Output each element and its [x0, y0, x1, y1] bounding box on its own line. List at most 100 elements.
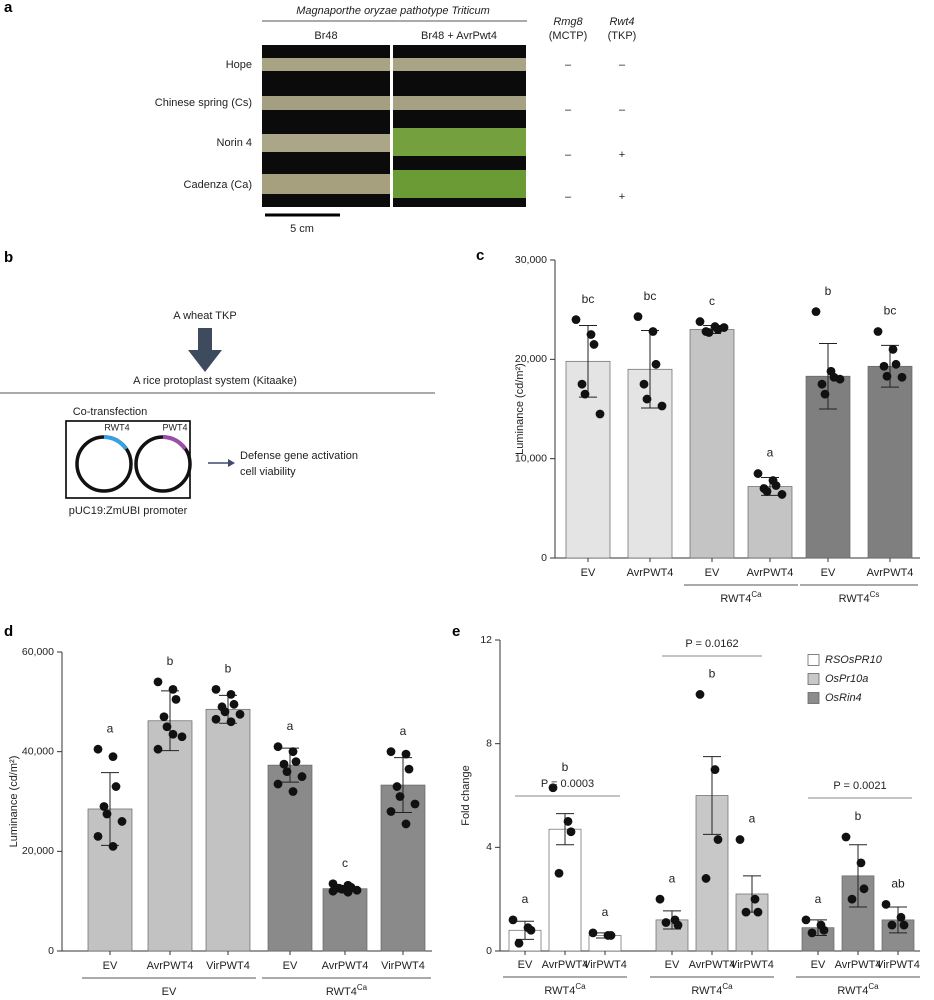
bar: [267, 764, 313, 952]
data-point: [847, 894, 857, 904]
significance-letter: a: [669, 871, 676, 885]
significance-letter: ab: [891, 877, 905, 891]
group-name: RWT4: [837, 985, 868, 997]
data-point: [586, 330, 596, 339]
x-tick-label: AvrPWT4: [542, 959, 589, 971]
leaf-images: [262, 45, 526, 207]
significance-letter: b: [562, 760, 569, 774]
group-name: RWT4: [839, 593, 870, 605]
row-label: Norin 4: [217, 137, 252, 149]
significance-letter: c: [709, 294, 715, 308]
significance-letter: b: [855, 809, 862, 823]
panel-label: c: [476, 247, 484, 264]
data-point: [817, 379, 827, 389]
data-point: [554, 868, 564, 878]
significance-letter: bc: [582, 292, 595, 306]
data-point: [93, 744, 103, 754]
data-point: [741, 907, 751, 917]
data-point: [710, 765, 720, 774]
data-point: [410, 799, 420, 809]
x-tick-label: AvrPWT4: [322, 960, 369, 972]
data-point: [695, 690, 705, 699]
data-point: [297, 772, 307, 781]
x-tick-label: AvrPWT4: [747, 567, 794, 579]
legend-label: RSOsPR10: [825, 654, 883, 666]
significance-letter: a: [400, 724, 407, 738]
legend-label: OsRin4: [825, 692, 862, 704]
bar: [689, 329, 735, 559]
legend-swatch: [807, 673, 820, 685]
data-point: [211, 684, 221, 694]
data-point: [343, 887, 353, 897]
x-tick-label: AvrPWT4: [689, 959, 736, 971]
x-tick-label: EV: [103, 960, 118, 972]
leaf: [393, 128, 526, 156]
data-point: [835, 374, 845, 384]
legend-label: OsPr10a: [825, 673, 868, 685]
bar: [548, 828, 582, 952]
data-point: [211, 714, 221, 724]
significance-letter: a: [767, 446, 774, 460]
data-point: [282, 767, 292, 776]
data-point: [657, 401, 667, 411]
x-tick-label: EV: [283, 960, 298, 972]
data-point: [819, 925, 829, 935]
x-tick-label: EV: [665, 959, 680, 971]
significance-letter: b: [709, 667, 716, 681]
mark: –: [565, 191, 572, 203]
panel-label: a: [4, 0, 13, 16]
p-value: P = 0.0021: [833, 780, 886, 792]
data-point: [580, 389, 590, 399]
data-point: [753, 907, 763, 917]
down-arrow: [188, 328, 222, 372]
y-axis-label: Fold change: [460, 765, 472, 826]
data-point: [220, 707, 230, 717]
gene-source: (MCTP): [549, 30, 588, 42]
header: Magnaporthe oryzae pathotype Triticum: [296, 5, 490, 17]
data-point: [606, 931, 616, 940]
data-point: [352, 885, 362, 895]
mark: –: [619, 59, 626, 71]
mark: +: [619, 149, 625, 161]
data-point: [589, 340, 599, 349]
gene-label: Rmg8: [553, 16, 583, 28]
data-point: [873, 327, 883, 336]
column-label: Br48 + AvrPwt4: [421, 30, 497, 42]
y-tick-label: 20,000: [22, 845, 54, 857]
group-label: RWT4Ca: [837, 982, 879, 997]
x-tick-label: VirPWT4: [583, 959, 627, 971]
mark: –: [619, 104, 626, 116]
plasmid-label: RWT4: [104, 422, 129, 432]
mark: +: [619, 191, 625, 203]
data-point: [111, 782, 121, 791]
x-tick-label: AvrPWT4: [867, 567, 914, 579]
group-name: EV: [162, 986, 177, 998]
data-point: [117, 817, 127, 826]
data-point: [642, 394, 652, 404]
data-point: [801, 915, 811, 925]
data-point: [273, 742, 283, 752]
legend-swatch: [807, 692, 820, 704]
data-point: [328, 886, 338, 896]
data-point: [639, 379, 649, 389]
y-tick-label: 20,000: [515, 353, 547, 365]
plasmid-label: PWT4: [162, 422, 187, 432]
data-point: [897, 372, 907, 382]
data-point: [750, 894, 760, 904]
data-point: [661, 918, 671, 927]
bar: [867, 365, 913, 559]
system-label: A rice protoplast system (Kitaake): [133, 375, 297, 387]
data-point: [881, 899, 891, 909]
x-tick-label: AvrPWT4: [627, 567, 674, 579]
y-tick-label: 10,000: [515, 452, 547, 464]
y-tick-label: 40,000: [22, 745, 54, 757]
x-tick-label: EV: [821, 567, 836, 579]
data-point: [279, 759, 289, 769]
data-point: [856, 858, 866, 868]
data-point: [887, 920, 897, 930]
p-value: P = 0.0162: [685, 638, 738, 650]
group-superscript: Cs: [870, 590, 880, 599]
y-tick-label: 12: [480, 634, 492, 646]
group-superscript: Ca: [868, 982, 879, 991]
